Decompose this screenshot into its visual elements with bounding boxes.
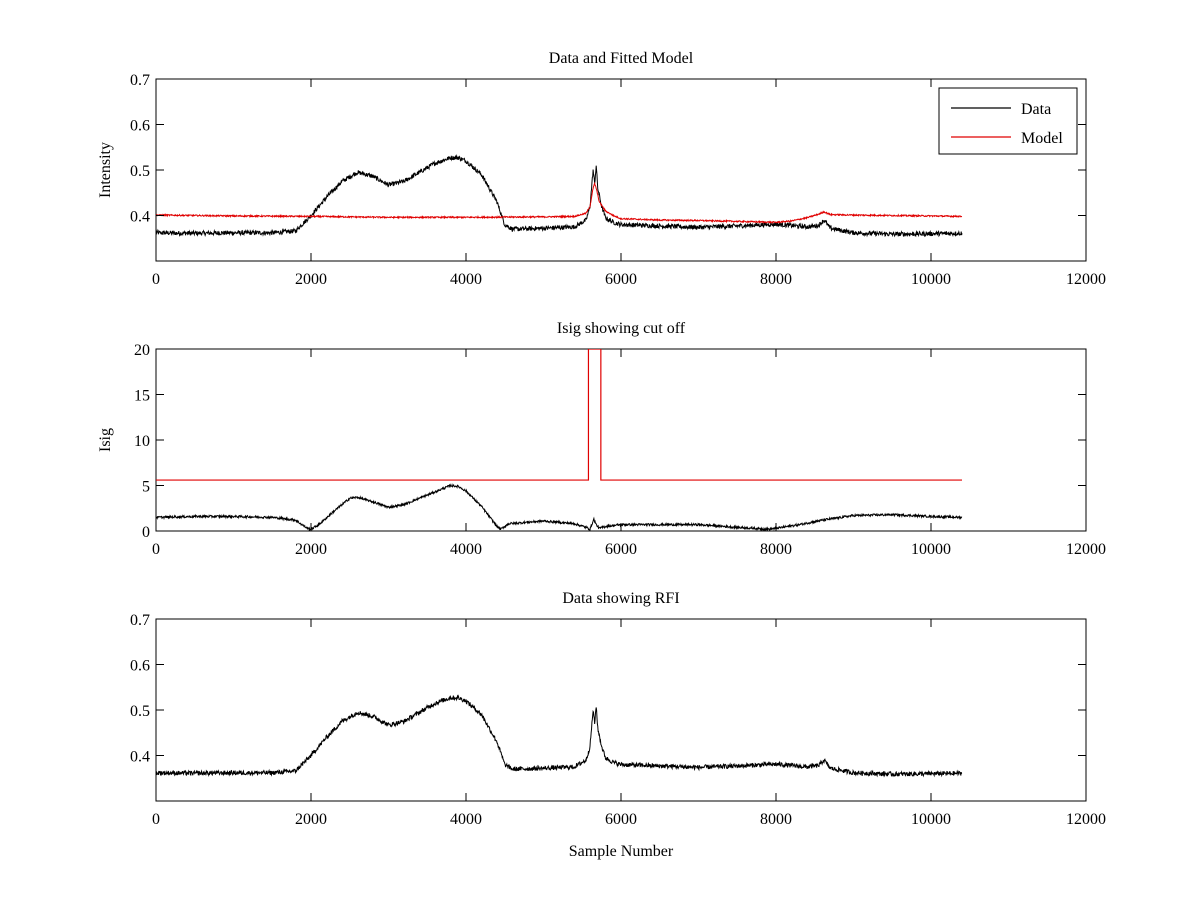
x-tick-label: 10000 [911,811,951,828]
x-tick-label: 4000 [450,811,482,828]
axes-2: 0 2000 4000 6000 8000 10000 12000 0 5 10 15 20 Isig … [97,320,1106,558]
x-tick-label: 12000 [1066,271,1106,288]
axes-title: Data showing RFI [562,590,679,607]
y-tick-label: 0.7 [130,72,150,89]
y-tick-label: 15 [134,388,150,405]
x-tick-label: 2000 [295,271,327,288]
series-line-1 [156,483,963,531]
x-tick-label: 4000 [450,541,482,558]
x-tick-label: 0 [152,811,160,828]
legend-label: Data [1021,101,1051,118]
y-tick-label: 0.4 [130,209,150,226]
x-tick-label: 4000 [450,271,482,288]
x-tick-label: 6000 [605,811,637,828]
y-tick-label: 0.7 [130,612,150,629]
x-tick-label: 2000 [295,811,327,828]
plot-area [156,694,963,778]
y-tick-label: 0 [142,524,150,541]
x-axis-label: Sample Number [569,843,674,860]
plot-area [156,349,963,531]
x-tick-label: 10000 [911,541,951,558]
x-tick-label: 6000 [605,271,637,288]
y-tick-label: 10 [134,433,150,450]
axes-3: 0 2000 4000 6000 8000 10000 12000 0.4 0.5 0.6 0.7 D… [130,590,1106,860]
legend: Data Model [938,87,1078,155]
axes-title: Isig showing cut off [557,320,686,337]
legend-box [938,87,1078,155]
y-tick-label: 0.6 [130,658,150,675]
x-tick-label: 12000 [1066,541,1106,558]
series-line-model [156,181,963,225]
axes-1: 0 2000 4000 6000 8000 10000 12000 0.4 0.5 0.6 0.7 D… [97,50,1106,288]
x-tick-label: 0 [152,271,160,288]
y-axis-label: Intensity [97,142,114,198]
x-tick-label: 8000 [760,271,792,288]
x-tick-label: 8000 [760,541,792,558]
y-tick-label: 0.4 [130,749,150,766]
series-line-1 [156,694,963,778]
series-line-data [156,154,963,238]
legend-label: Model [1021,130,1063,147]
y-axis-label: Isig [97,428,114,452]
plot-area [156,154,963,238]
y-tick-label: 0.5 [130,703,150,720]
x-tick-label: 12000 [1066,811,1106,828]
x-tick-label: 8000 [760,811,792,828]
x-tick-label: 2000 [295,541,327,558]
y-tick-label: 20 [134,342,150,359]
x-tick-label: 10000 [911,271,951,288]
x-tick-label: 0 [152,541,160,558]
x-tick-label: 6000 [605,541,637,558]
axes-title: Data and Fitted Model [549,50,694,67]
y-tick-label: 0.5 [130,163,150,180]
y-tick-label: 0.6 [130,118,150,135]
y-tick-label: 5 [142,479,150,496]
series-line-2 [156,349,962,481]
